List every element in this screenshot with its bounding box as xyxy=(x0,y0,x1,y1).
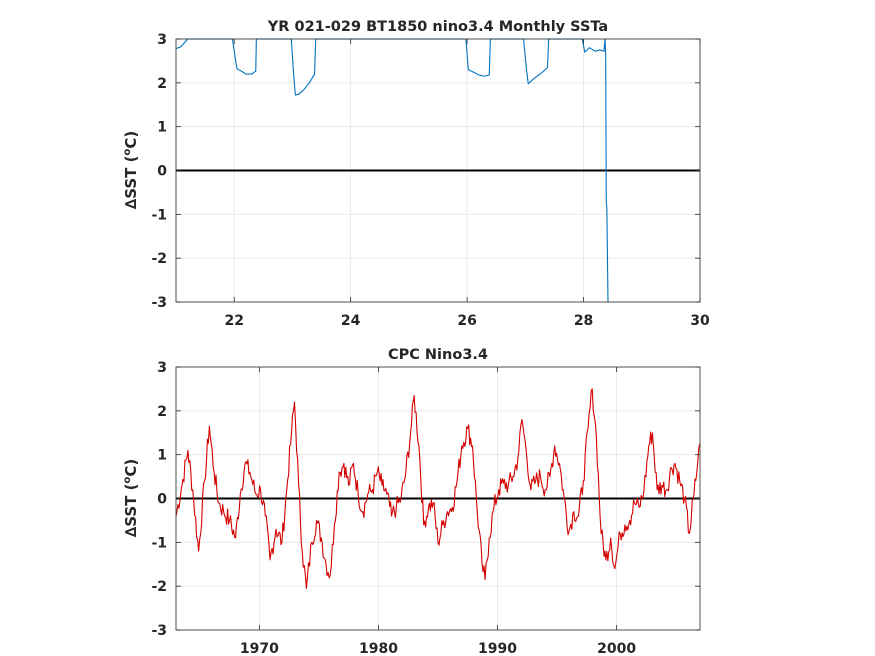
x-tick-label: 30 xyxy=(690,313,710,329)
series-group xyxy=(175,388,701,589)
y-tick-label: 3 xyxy=(157,32,167,48)
ticks: 1970 1980 1990 2000 -3 -2 -1 0 1 2 3 xyxy=(151,360,700,656)
y-tick-label: -3 xyxy=(151,295,167,311)
y-axis-label-suffix: C) xyxy=(122,459,140,477)
x-tick-label: 1970 xyxy=(240,641,279,656)
series-line xyxy=(175,38,609,303)
y-tick-label: -2 xyxy=(151,579,167,595)
y-axis-label-prefix: ∆SST ( xyxy=(122,484,140,538)
y-axis-label-suffix: C) xyxy=(122,131,140,149)
y-tick-label: 1 xyxy=(157,120,167,136)
x-tick-label: 1990 xyxy=(478,641,517,656)
y-tick-label: 0 xyxy=(157,492,167,508)
y-tick-label: -2 xyxy=(151,251,167,267)
y-axis-label-sup: o xyxy=(122,149,133,156)
x-tick-label: 22 xyxy=(224,313,243,329)
y-axis-label-sup: o xyxy=(122,477,133,484)
y-tick-label: -1 xyxy=(151,207,167,223)
x-tick-label: 1980 xyxy=(359,641,398,656)
chart-title: CPC Nino3.4 xyxy=(388,347,488,363)
x-tick-label: 26 xyxy=(457,313,476,329)
y-tick-label: 3 xyxy=(157,360,167,376)
series-group xyxy=(175,38,609,303)
y-tick-label: -3 xyxy=(151,623,167,639)
y-tick-label: 1 xyxy=(157,448,167,464)
panel-cpc-nino34: CPC Nino3.4 1970 1980 1990 2000 -3 -2 -1 0 1 2 3 ∆… xyxy=(122,347,701,656)
y-axis-label: ∆SST (oC) xyxy=(122,131,140,209)
series-line xyxy=(175,388,701,589)
chart-title: YR 021-029 BT1850 nino3.4 Monthly SSTa xyxy=(267,19,608,35)
y-tick-label: 2 xyxy=(157,404,167,420)
panel-model-sst: YR 021-029 BT1850 nino3.4 Monthly SSTa 2… xyxy=(122,19,710,329)
y-tick-label: -1 xyxy=(151,535,167,551)
ticks: 22 24 26 28 30 -3 -2 -1 0 1 2 3 xyxy=(151,32,710,329)
y-axis-label-prefix: ∆SST ( xyxy=(122,156,140,210)
y-axis-label: ∆SST (oC) xyxy=(122,459,140,537)
y-tick-label: 2 xyxy=(157,76,167,92)
y-tick-label: 0 xyxy=(157,164,167,180)
x-tick-label: 2000 xyxy=(597,641,636,656)
x-tick-label: 28 xyxy=(574,313,593,329)
x-tick-label: 24 xyxy=(341,313,361,329)
